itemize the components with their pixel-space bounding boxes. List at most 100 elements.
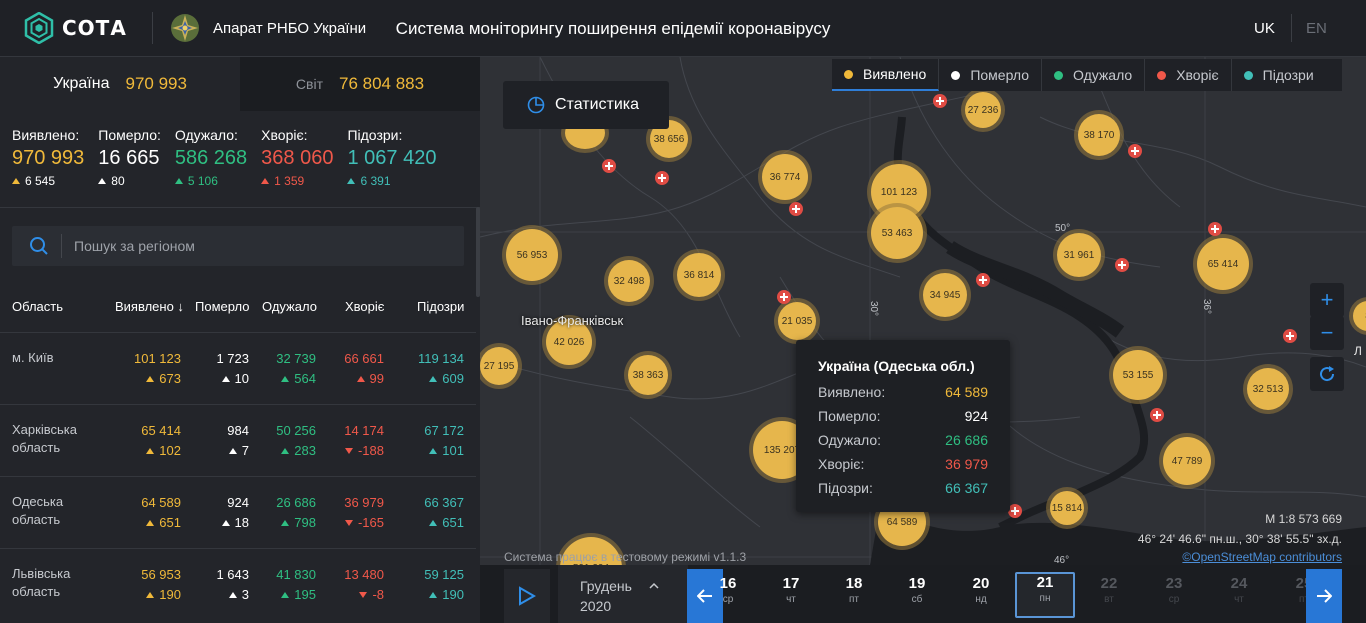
statistics-button[interactable]: Статистика (503, 81, 669, 129)
col-suspect[interactable]: Підозри (417, 299, 465, 314)
refresh-icon (1320, 366, 1335, 382)
total-recovered: Одужало: 586 268 5 106 (174, 127, 247, 188)
page-title: Система моніторингу поширення епідемії к… (395, 19, 831, 38)
zoom-in-button[interactable]: + (1310, 283, 1344, 317)
tab-ukraine[interactable]: Україна 970 993 (0, 57, 240, 111)
osm-attribution-link[interactable]: ©OpenStreetMap contributors (1182, 550, 1342, 564)
table-row[interactable]: Харківська область 65 414 102 984 7 50 2… (0, 404, 476, 476)
day-item-selected[interactable]: 21 пн (1015, 572, 1075, 618)
cluster-marker[interactable]: 27 195 (480, 347, 518, 385)
org-name[interactable]: Апарат РНБО України (213, 20, 367, 37)
minus-icon: − (1320, 320, 1334, 345)
day-item[interactable]: 18 пт (824, 575, 884, 621)
prev-day-button[interactable] (687, 569, 723, 623)
day-item[interactable]: 19 сб (887, 575, 947, 621)
zoom-out-button[interactable]: − (1310, 316, 1344, 350)
cluster-marker[interactable]: 34 945 (923, 273, 967, 317)
table-row[interactable]: Одеська область 64 589 651 924 18 26 686… (0, 476, 476, 548)
cluster-marker[interactable]: 65 414 (1197, 238, 1249, 290)
col-died[interactable]: Померло (195, 299, 250, 314)
day-item[interactable]: 20 нд (951, 575, 1011, 621)
cluster-marker[interactable]: 27 236 (965, 92, 1001, 128)
cell-sick: 13 480 (344, 567, 384, 582)
tooltip-label: Хворіє: (818, 456, 865, 472)
cell-suspect: 119 134 (417, 351, 464, 366)
cell-suspect: 59 125 (424, 567, 464, 582)
legend-died[interactable]: Померло (939, 59, 1043, 91)
arrow-up-icon (98, 178, 107, 184)
cell-sick-delta: -165 (344, 515, 384, 530)
cluster-marker[interactable]: 36 814 (677, 253, 721, 297)
sota-logo[interactable]: СОТА (24, 12, 127, 44)
hospital-marker-icon[interactable] (933, 94, 947, 108)
region-search[interactable] (12, 226, 464, 266)
legend-label: Одужало (1073, 67, 1133, 83)
cluster-marker[interactable]: 38 170 (1078, 114, 1120, 156)
cell-detected-delta: 651 (146, 515, 181, 530)
hospital-marker-icon[interactable] (655, 171, 669, 185)
cluster-marker[interactable]: 15 814 (1050, 491, 1084, 525)
table-row[interactable]: Львівська область 56 953 190 1 643 3 41 … (0, 548, 476, 620)
cell-recovered: 26 686 (276, 495, 316, 510)
hospital-marker-icon[interactable] (1208, 222, 1222, 236)
delta-value: 798 (294, 515, 316, 530)
legend-suspect[interactable]: Підозри (1232, 59, 1326, 91)
day-weekday: пт (1299, 594, 1309, 605)
arrow-up-icon (429, 375, 438, 382)
cluster-marker[interactable]: 56 953 (506, 229, 558, 281)
arrow-up-icon (221, 519, 230, 526)
month-name: Грудень (580, 578, 632, 594)
cluster-marker[interactable]: 36 774 (762, 154, 808, 200)
hospital-marker-icon[interactable] (789, 202, 803, 216)
hospital-marker-icon[interactable] (1008, 504, 1022, 518)
cluster-marker[interactable]: 42 026 (546, 319, 592, 365)
hospital-marker-icon[interactable] (1128, 144, 1142, 158)
total-delta: 1 359 (261, 174, 333, 188)
hospital-marker-icon[interactable] (1115, 258, 1129, 272)
arrow-up-icon (228, 591, 237, 598)
cluster-marker[interactable]: 32 498 (608, 260, 650, 302)
tooltip-label: Одужало: (818, 432, 882, 448)
col-detected[interactable]: Виявлено ↓ (115, 299, 184, 314)
cluster-marker[interactable]: 47 789 (1163, 437, 1211, 485)
lang-uk-button[interactable]: UK (1254, 20, 1275, 37)
hospital-marker-icon[interactable] (976, 273, 990, 287)
sidebar-scrollbar[interactable] (476, 207, 480, 297)
day-number: 23 (1165, 575, 1183, 592)
table-row[interactable]: м. Київ 101 123 673 1 723 10 32 739 564 … (0, 332, 476, 404)
hospital-marker-icon[interactable] (1283, 329, 1297, 343)
total-label: Хворіє: (261, 127, 308, 143)
arrow-up-icon (228, 447, 237, 454)
day-weekday: пт (849, 594, 859, 605)
month-selector[interactable]: Грудень 2020 (558, 565, 688, 623)
col-region[interactable]: Область (12, 299, 64, 314)
cluster-marker[interactable]: 31 961 (1057, 233, 1101, 277)
day-item[interactable]: 17 чт (761, 575, 821, 621)
day-weekday: пн (1039, 593, 1051, 604)
delta-value: 651 (159, 515, 181, 530)
cluster-marker[interactable]: 21 035 (778, 302, 816, 340)
cluster-marker[interactable]: 53 155 (1113, 350, 1163, 400)
cluster-marker[interactable]: 32 513 (1247, 368, 1289, 410)
col-sick[interactable]: Хворіє (345, 299, 385, 314)
legend-sick[interactable]: Хворіє (1145, 59, 1232, 91)
map-view[interactable]: 27 236 38 656 38 170 36 774 101 123 53 4… (480, 57, 1366, 623)
legend-recovered[interactable]: Одужало (1042, 59, 1146, 91)
region-table: м. Київ 101 123 673 1 723 10 32 739 564 … (0, 332, 476, 620)
reset-view-button[interactable] (1310, 357, 1344, 391)
hospital-marker-icon[interactable] (777, 290, 791, 304)
tab-world[interactable]: Світ 76 804 883 (240, 57, 480, 111)
play-button[interactable] (504, 569, 550, 623)
total-label: Померло: (98, 127, 161, 143)
next-day-button[interactable] (1306, 569, 1342, 623)
hospital-marker-icon[interactable] (602, 159, 616, 173)
cluster-marker[interactable]: 38 363 (628, 355, 668, 395)
map-edge-label: Л (1354, 344, 1362, 358)
day-item[interactable]: 16 ср (698, 575, 758, 621)
lang-en-button[interactable]: EN (1306, 20, 1327, 37)
hospital-marker-icon[interactable] (1150, 408, 1164, 422)
search-input[interactable] (74, 238, 434, 254)
legend-detected[interactable]: Виявлено (832, 59, 940, 91)
col-recovered[interactable]: Одужало (262, 299, 317, 314)
cluster-marker[interactable]: 53 463 (871, 207, 923, 259)
